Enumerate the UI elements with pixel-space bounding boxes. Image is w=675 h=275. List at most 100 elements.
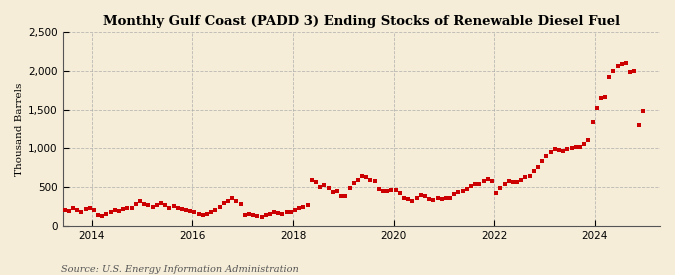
Point: [319, 183, 330, 187]
Point: [499, 182, 510, 186]
Point: [495, 186, 506, 191]
Point: [269, 210, 279, 214]
Point: [273, 211, 284, 215]
Point: [629, 69, 640, 73]
Point: [206, 210, 217, 214]
Point: [432, 196, 443, 200]
Point: [227, 196, 238, 200]
Point: [101, 212, 112, 216]
Point: [474, 182, 485, 186]
Point: [340, 194, 351, 198]
Point: [244, 212, 254, 216]
Point: [428, 198, 439, 202]
Point: [331, 188, 342, 193]
Point: [80, 207, 91, 211]
Point: [487, 178, 497, 183]
Point: [457, 189, 468, 194]
Point: [394, 191, 405, 195]
Point: [620, 61, 631, 65]
Point: [612, 64, 623, 69]
Point: [198, 213, 209, 218]
Point: [449, 192, 460, 197]
Point: [595, 96, 606, 100]
Point: [352, 178, 363, 182]
Point: [478, 179, 489, 183]
Point: [202, 212, 213, 216]
Point: [599, 95, 610, 99]
Point: [348, 181, 359, 185]
Point: [134, 199, 145, 204]
Point: [323, 186, 334, 191]
Point: [240, 213, 250, 218]
Point: [265, 212, 275, 216]
Point: [524, 174, 535, 178]
Point: [411, 196, 422, 200]
Point: [335, 194, 346, 198]
Point: [72, 208, 82, 212]
Point: [47, 213, 57, 217]
Point: [578, 142, 589, 146]
Point: [139, 202, 150, 206]
Point: [88, 207, 99, 212]
Point: [462, 187, 472, 191]
Point: [84, 206, 95, 211]
Point: [616, 62, 627, 66]
Point: [172, 205, 183, 210]
Point: [574, 145, 585, 149]
Point: [441, 196, 452, 200]
Point: [637, 108, 648, 113]
Point: [189, 209, 200, 214]
Point: [143, 203, 154, 208]
Point: [436, 197, 447, 201]
Point: [537, 159, 547, 163]
Point: [608, 69, 619, 73]
Point: [290, 208, 300, 212]
Point: [315, 185, 325, 190]
Point: [566, 146, 577, 150]
Point: [491, 191, 502, 195]
Point: [470, 182, 481, 186]
Point: [424, 197, 435, 201]
Point: [445, 195, 456, 200]
Point: [382, 188, 393, 193]
Point: [625, 70, 636, 74]
Point: [504, 178, 514, 183]
Point: [554, 148, 564, 152]
Point: [373, 187, 384, 191]
Point: [55, 208, 65, 213]
Point: [160, 203, 171, 208]
Point: [151, 202, 162, 207]
Point: [541, 153, 552, 158]
Point: [407, 199, 418, 204]
Point: [562, 147, 573, 152]
Point: [231, 199, 242, 203]
Point: [164, 206, 175, 211]
Point: [286, 209, 296, 214]
Point: [583, 138, 594, 142]
Point: [310, 180, 321, 184]
Point: [92, 213, 103, 217]
Point: [38, 219, 49, 223]
Point: [118, 207, 129, 211]
Point: [453, 190, 464, 194]
Point: [365, 178, 376, 182]
Point: [122, 205, 133, 210]
Point: [398, 195, 409, 200]
Point: [294, 206, 304, 211]
Point: [516, 178, 526, 182]
Point: [235, 202, 246, 206]
Point: [126, 206, 137, 211]
Point: [193, 212, 204, 216]
Point: [327, 190, 338, 194]
Point: [570, 145, 581, 149]
Point: [361, 175, 372, 180]
Point: [302, 203, 313, 208]
Point: [466, 184, 477, 188]
Point: [369, 179, 380, 183]
Point: [591, 106, 602, 111]
Point: [248, 213, 259, 218]
Point: [633, 122, 644, 127]
Point: [51, 211, 61, 216]
Point: [59, 207, 70, 212]
Point: [386, 188, 397, 192]
